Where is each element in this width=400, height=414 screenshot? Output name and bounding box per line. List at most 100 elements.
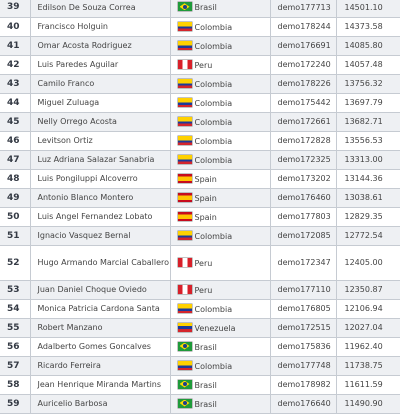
account-login-cell: demo178244 xyxy=(270,17,337,37)
spain-flag-icon xyxy=(177,192,192,202)
rank-cell: 45 xyxy=(0,112,31,132)
rank-cell: 40 xyxy=(0,17,31,37)
colombia-flag-icon xyxy=(177,21,192,31)
colombia-flag-icon xyxy=(177,97,192,107)
table-row: 45 Nelly Orrego Acosta Colombia demo172661 1… xyxy=(0,112,400,132)
colombia-flag-icon xyxy=(177,360,192,370)
country-cell: Peru xyxy=(170,280,271,300)
rank-cell: 47 xyxy=(0,150,31,170)
rank-cell: 42 xyxy=(0,55,31,75)
country-cell: Brasil xyxy=(170,337,271,357)
player-name-cell: Levitson Ortiz xyxy=(30,131,171,151)
score-cell: 12350.87 xyxy=(336,280,400,300)
peru-flag-icon xyxy=(177,284,192,294)
account-login-cell: demo177713 xyxy=(270,0,337,18)
colombia-flag-icon xyxy=(177,154,192,164)
colombia-flag-icon xyxy=(177,303,192,313)
player-name-cell: Ricardo Ferreira xyxy=(30,356,171,376)
account-login-cell: demo176640 xyxy=(270,394,337,414)
venezuela-flag-icon xyxy=(177,322,192,332)
score-cell: 13038.61 xyxy=(336,188,400,208)
country-cell: Brasil xyxy=(170,375,271,395)
player-name-cell: Miguel Zuluaga xyxy=(30,93,171,113)
rank-cell: 56 xyxy=(0,337,31,357)
country-cell: Peru xyxy=(170,245,271,281)
table-row: 43 Camilo Franco Colombia demo178226 13756.3… xyxy=(0,74,400,94)
table-row: 50 Luis Angel Fernandez Lobato Spain demo17… xyxy=(0,207,400,227)
table-row: 59 Auricelio Barbosa Brasil demo176640 11490… xyxy=(0,394,400,414)
player-name-cell: Luz Adriana Salazar Sanabria xyxy=(30,150,171,170)
peru-flag-icon xyxy=(177,59,192,69)
player-name-cell: Omar Acosta Rodriguez xyxy=(30,36,171,56)
colombia-flag-icon xyxy=(177,230,192,240)
player-name-cell: Robert Manzano xyxy=(30,318,171,338)
table-row: 55 Robert Manzano Venezuela demo172515 12027… xyxy=(0,318,400,338)
player-name-cell: Adalberto Gomes Goncalves xyxy=(30,337,171,357)
table-row: 53 Juan Daniel Choque Oviedo Peru demo17711… xyxy=(0,280,400,300)
score-cell: 12772.54 xyxy=(336,226,400,246)
country-cell: Colombia xyxy=(170,150,271,170)
table-row: 58 Jean Henrique Miranda Martins Brasil dem… xyxy=(0,375,400,395)
score-cell: 12027.04 xyxy=(336,318,400,338)
rank-cell: 49 xyxy=(0,188,31,208)
country-cell: Colombia xyxy=(170,356,271,376)
country-name: Spain xyxy=(194,193,217,203)
colombia-flag-icon xyxy=(177,135,192,145)
player-name-cell: Juan Daniel Choque Oviedo xyxy=(30,280,171,300)
player-name-cell: Antonio Blanco Montero xyxy=(30,188,171,208)
country-name: Colombia xyxy=(194,41,233,51)
rank-cell: 51 xyxy=(0,226,31,246)
account-login-cell: demo172325 xyxy=(270,150,337,170)
score-cell: 14373.58 xyxy=(336,17,400,37)
country-name: Brasil xyxy=(194,399,217,409)
account-login-cell: demo176805 xyxy=(270,299,337,319)
player-name-cell: Jean Henrique Miranda Martins xyxy=(30,375,171,395)
brasil-flag-icon xyxy=(177,341,192,351)
country-cell: Colombia xyxy=(170,93,271,113)
table-row: 46 Levitson Ortiz Colombia demo172828 13556.… xyxy=(0,131,400,151)
spain-flag-icon xyxy=(177,211,192,221)
player-name-cell: Edilson De Souza Correa xyxy=(30,0,171,18)
country-name: Colombia xyxy=(194,231,233,241)
table-row: 49 Antonio Blanco Montero Spain demo176460 1… xyxy=(0,188,400,208)
brasil-flag-icon xyxy=(177,2,192,12)
account-login-cell: demo175442 xyxy=(270,93,337,113)
table-row: 51 Ignacio Vasquez Bernal Colombia demo1720… xyxy=(0,226,400,246)
country-cell: Colombia xyxy=(170,131,271,151)
player-name-cell: Ignacio Vasquez Bernal xyxy=(30,226,171,246)
rank-cell: 43 xyxy=(0,74,31,94)
country-name: Colombia xyxy=(194,22,233,32)
country-name: Peru xyxy=(194,258,213,268)
country-cell: Peru xyxy=(170,55,271,75)
score-cell: 12405.00 xyxy=(336,245,400,281)
score-cell: 13144.36 xyxy=(336,169,400,189)
country-name: Brasil xyxy=(194,342,217,352)
country-name: Brasil xyxy=(194,3,217,13)
account-login-cell: demo178982 xyxy=(270,375,337,395)
score-cell: 11611.59 xyxy=(336,375,400,395)
table-row: 39 Edilson De Souza Correa Brasil demo17771… xyxy=(0,0,400,18)
account-login-cell: demo177803 xyxy=(270,207,337,227)
rank-cell: 58 xyxy=(0,375,31,395)
country-cell: Colombia xyxy=(170,112,271,132)
score-cell: 13697.79 xyxy=(336,93,400,113)
account-login-cell: demo172515 xyxy=(270,318,337,338)
country-cell: Brasil xyxy=(170,394,271,414)
rank-cell: 46 xyxy=(0,131,31,151)
score-cell: 13756.32 xyxy=(336,74,400,94)
country-cell: Colombia xyxy=(170,226,271,246)
score-cell: 14085.80 xyxy=(336,36,400,56)
colombia-flag-icon xyxy=(177,116,192,126)
country-cell: Spain xyxy=(170,188,271,208)
score-cell: 13313.00 xyxy=(336,150,400,170)
country-cell: Venezuela xyxy=(170,318,271,338)
player-name-cell: Camilo Franco xyxy=(30,74,171,94)
country-cell: Spain xyxy=(170,169,271,189)
country-name: Peru xyxy=(194,285,213,295)
table-row: 54 Monica Patricia Cardona Santa Colombia d… xyxy=(0,299,400,319)
country-name: Colombia xyxy=(194,117,233,127)
score-cell: 11490.90 xyxy=(336,394,400,414)
player-name-cell: Luis Pongiluppi Alcoverro xyxy=(30,169,171,189)
